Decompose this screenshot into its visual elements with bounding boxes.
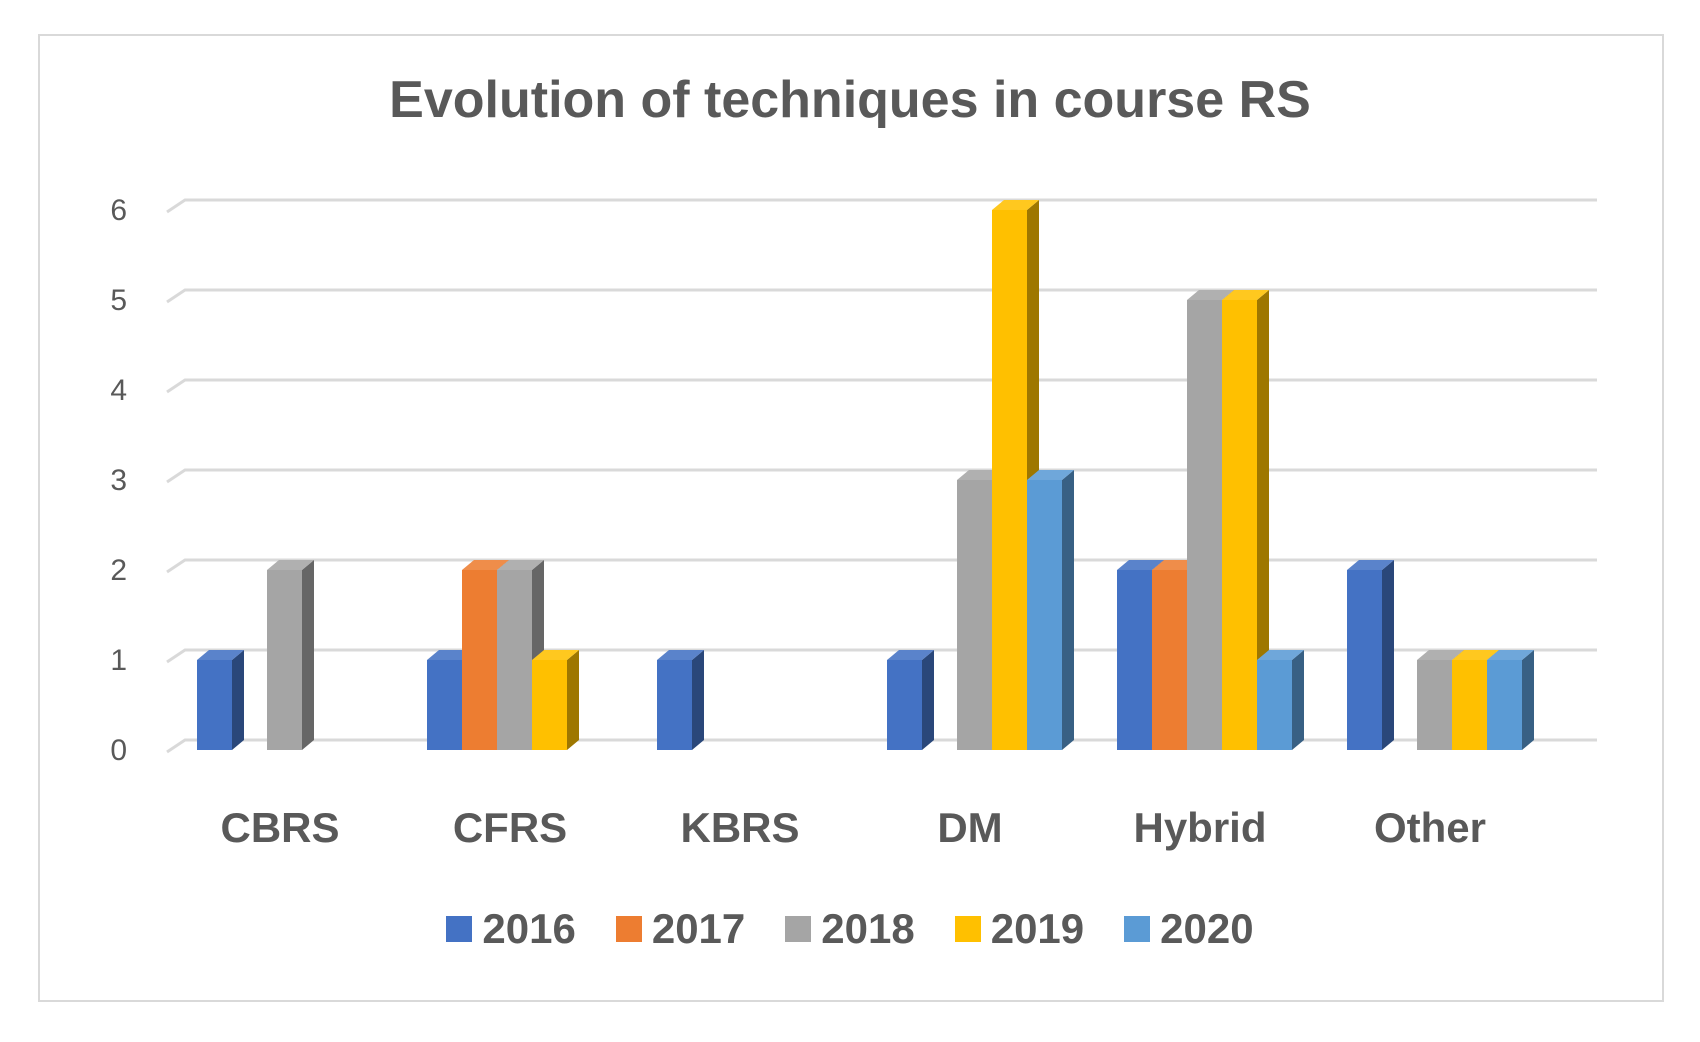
x-tick-label-cfrs: CFRS bbox=[453, 804, 567, 851]
legend-swatch bbox=[1124, 916, 1151, 942]
y-tick-label: 6 bbox=[110, 194, 127, 227]
bar-Hybrid-2019 bbox=[1222, 290, 1269, 750]
bar-Other-2016 bbox=[1347, 560, 1394, 750]
x-tick-label-kbrs: KBRS bbox=[680, 804, 799, 851]
legend-swatch bbox=[446, 916, 473, 942]
bar-front bbox=[1187, 300, 1222, 750]
bar-DM-2020 bbox=[1027, 470, 1074, 750]
x-tick-label-dm: DM bbox=[937, 804, 1002, 851]
y-tick-label: 4 bbox=[110, 374, 127, 407]
legend-swatch bbox=[954, 916, 981, 942]
legend-label: 2016 bbox=[482, 905, 576, 952]
legend-label: 2020 bbox=[1160, 905, 1254, 952]
bar-front bbox=[1117, 570, 1152, 750]
gridline-6 bbox=[166, 198, 1597, 214]
bar-side bbox=[922, 650, 934, 750]
legend-swatch bbox=[785, 916, 812, 942]
legend-label: 2017 bbox=[651, 905, 746, 952]
bar-CBRS-2018 bbox=[267, 560, 314, 750]
legend-item-2020: 2020 bbox=[1124, 905, 1254, 953]
bar-CFRS-2019 bbox=[532, 650, 579, 750]
bar-side bbox=[1062, 470, 1074, 750]
bar-front bbox=[1027, 480, 1062, 750]
bar-top bbox=[1347, 560, 1394, 570]
bar-top bbox=[532, 650, 579, 660]
gridline-4 bbox=[166, 378, 1597, 394]
bar-front bbox=[1152, 570, 1187, 750]
bar-top bbox=[1487, 650, 1534, 660]
legend-label: 2018 bbox=[821, 905, 915, 952]
legend-item-2017: 2017 bbox=[615, 905, 746, 953]
bar-top bbox=[497, 560, 544, 570]
x-tick-label-cbrs: CBRS bbox=[220, 804, 339, 851]
gridline-2 bbox=[166, 558, 1597, 574]
legend-item-2018: 2018 bbox=[785, 905, 915, 953]
bar-front bbox=[1487, 660, 1522, 750]
bar-front bbox=[532, 660, 567, 750]
y-tick-label: 3 bbox=[110, 464, 127, 497]
x-tick-label-hybrid: Hybrid bbox=[1133, 804, 1266, 851]
bar-Other-2020 bbox=[1487, 650, 1534, 750]
bar-side bbox=[1382, 560, 1394, 750]
bar-top bbox=[462, 560, 509, 570]
bar-top bbox=[1417, 650, 1464, 660]
bar-front bbox=[1257, 660, 1292, 750]
bar-front bbox=[1347, 570, 1382, 750]
gridline-3 bbox=[166, 468, 1597, 484]
bar-front bbox=[657, 660, 692, 750]
y-tick-label: 1 bbox=[110, 644, 127, 677]
y-tick-label: 5 bbox=[110, 284, 127, 317]
bar-top bbox=[1187, 290, 1234, 300]
bar-top bbox=[1222, 290, 1269, 300]
chart-legend: 2016 2017 2018 2019 2020 bbox=[0, 905, 1700, 953]
bar-side bbox=[567, 650, 579, 750]
y-tick-label: 2 bbox=[110, 554, 127, 587]
chart-frame bbox=[38, 34, 1664, 1002]
bar-top bbox=[267, 560, 314, 570]
bar-top bbox=[657, 650, 704, 660]
bar-top bbox=[992, 200, 1039, 210]
bar-CBRS-2016 bbox=[197, 650, 244, 750]
legend-swatch bbox=[615, 916, 642, 942]
bar-side bbox=[232, 650, 244, 750]
x-tick-label-other: Other bbox=[1374, 804, 1486, 851]
y-tick-label: 0 bbox=[110, 734, 127, 767]
bar-DM-2016 bbox=[887, 650, 934, 750]
bar-front bbox=[1452, 660, 1487, 750]
bar-front bbox=[957, 480, 992, 750]
bar-KBRS-2016 bbox=[657, 650, 704, 750]
legend-label: 2019 bbox=[990, 905, 1085, 952]
bar-front bbox=[992, 210, 1027, 750]
bar-side bbox=[302, 560, 314, 750]
legend-item-2016: 2016 bbox=[446, 905, 576, 953]
bar-top bbox=[887, 650, 934, 660]
bar-side bbox=[1257, 290, 1269, 750]
bar-top bbox=[1452, 650, 1499, 660]
bar-front bbox=[462, 570, 497, 750]
bar-front bbox=[267, 570, 302, 750]
bar-top bbox=[1257, 650, 1304, 660]
bar-Hybrid-2020 bbox=[1257, 650, 1304, 750]
bar-side bbox=[1292, 650, 1304, 750]
chart-title: Evolution of techniques in course RS bbox=[389, 71, 1311, 129]
bar-front bbox=[497, 570, 532, 750]
bar-top bbox=[197, 650, 244, 660]
bar-side bbox=[692, 650, 704, 750]
bar-front bbox=[427, 660, 462, 750]
gridline-5 bbox=[166, 288, 1597, 304]
bar-front bbox=[1417, 660, 1452, 750]
bar-top bbox=[1117, 560, 1164, 570]
bar-front bbox=[887, 660, 922, 750]
legend-item-2019: 2019 bbox=[954, 905, 1085, 953]
bar-side bbox=[1522, 650, 1534, 750]
bar-front bbox=[1222, 300, 1257, 750]
bar-top bbox=[1027, 470, 1074, 480]
bar-front bbox=[197, 660, 232, 750]
